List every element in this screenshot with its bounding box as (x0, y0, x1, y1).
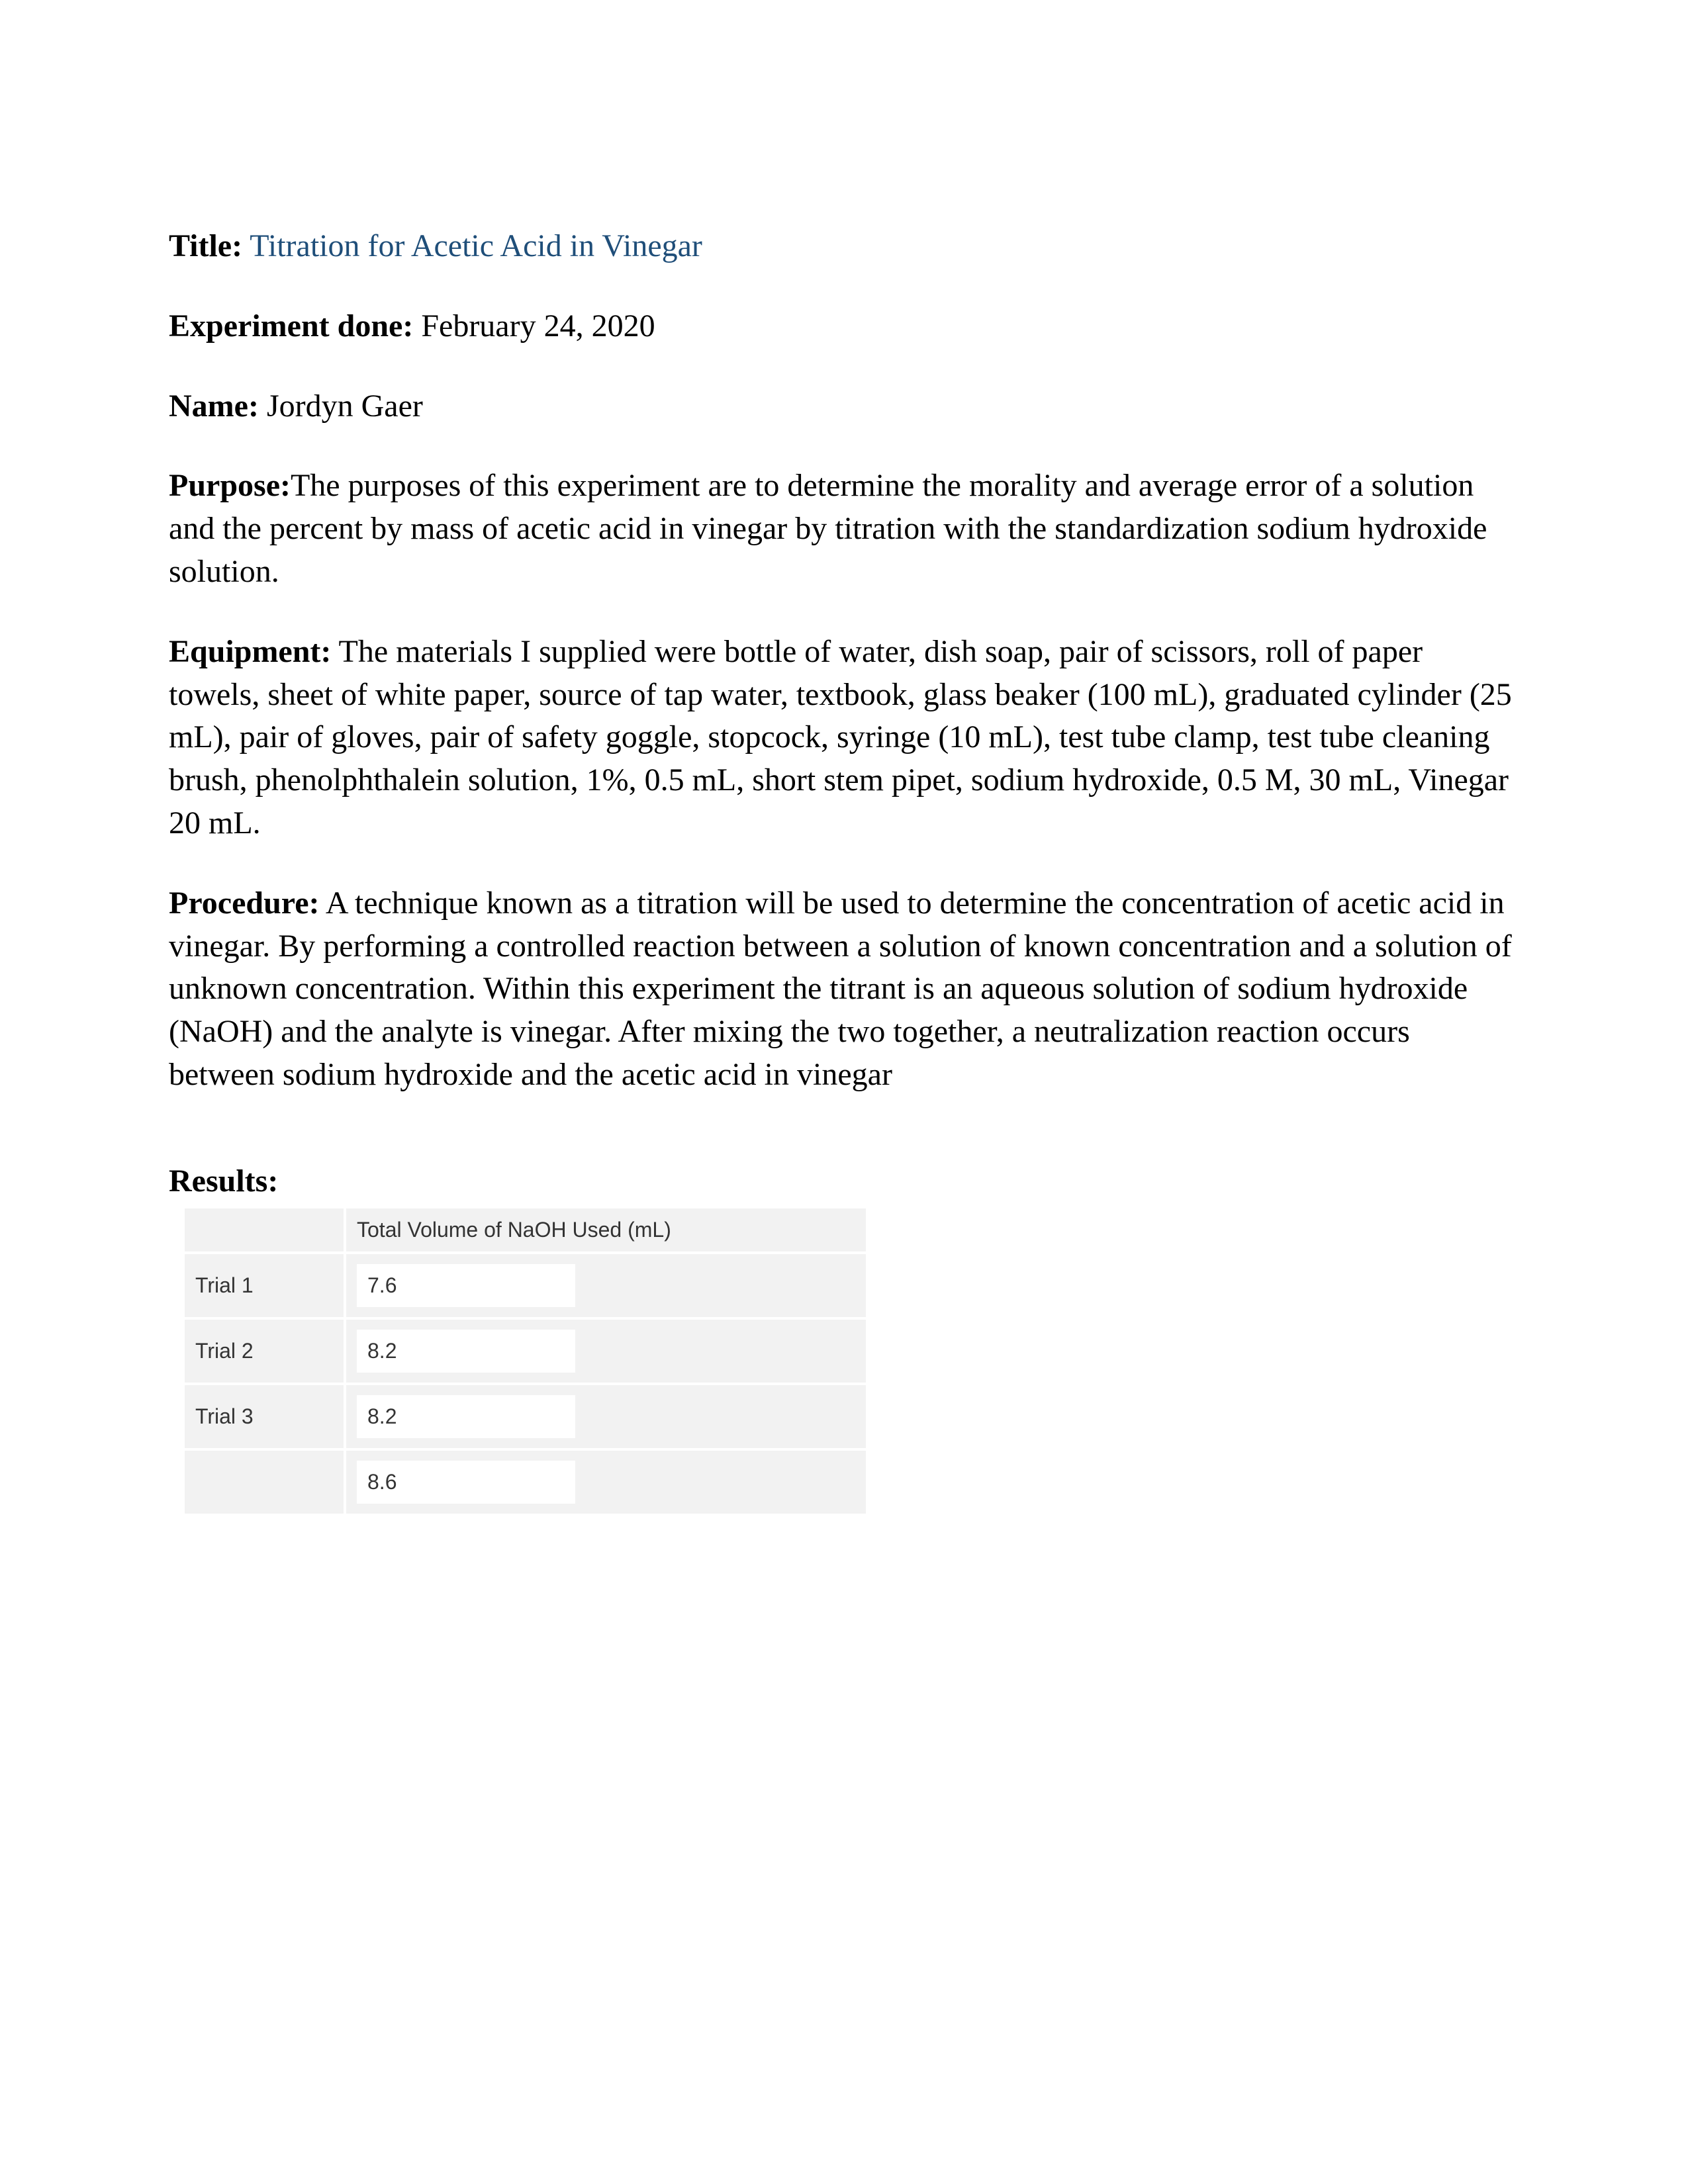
table-row: Trial 1 7.6 (185, 1254, 866, 1317)
trial-3-value[interactable]: 8.2 (357, 1395, 575, 1438)
trial-2-label: Trial 2 (185, 1320, 344, 1383)
table-header-volume: Total Volume of NaOH Used (mL) (346, 1208, 866, 1251)
experiment-done-value: February 24, 2020 (421, 308, 655, 343)
name-label: Name: (169, 388, 259, 424)
table-row: Trial 2 8.2 (185, 1320, 866, 1383)
trial-1-value[interactable]: 7.6 (357, 1264, 575, 1307)
results-heading: Results: (169, 1163, 1519, 1199)
results-table: Total Volume of NaOH Used (mL) Trial 1 7… (182, 1206, 868, 1516)
purpose-paragraph: Purpose:The purposes of this experiment … (169, 465, 1519, 593)
trial-1-value-cell: 7.6 (346, 1254, 866, 1317)
trial-1-label: Trial 1 (185, 1254, 344, 1317)
table-row: Trial 3 8.2 (185, 1385, 866, 1448)
trial-2-value[interactable]: 8.2 (357, 1330, 575, 1373)
trial-3-label: Trial 3 (185, 1385, 344, 1448)
title-line: Title: Titration for Acetic Acid in Vine… (169, 225, 1519, 268)
trial-4-label (185, 1451, 344, 1514)
name-value: Jordyn Gaer (267, 388, 423, 424)
purpose-text: The purposes of this experiment are to d… (169, 468, 1487, 589)
trial-4-value-cell: 8.6 (346, 1451, 866, 1514)
title-label: Title: (169, 228, 242, 263)
name-line: Name: Jordyn Gaer (169, 385, 1519, 428)
equipment-text: The materials I supplied were bottle of … (169, 634, 1512, 841)
procedure-text: A technique known as a titration will be… (169, 886, 1512, 1092)
trial-4-value[interactable]: 8.6 (357, 1461, 575, 1504)
trial-3-value-cell: 8.2 (346, 1385, 866, 1448)
table-header-row: Total Volume of NaOH Used (mL) (185, 1208, 866, 1251)
procedure-paragraph: Procedure: A technique known as a titrat… (169, 882, 1519, 1097)
table-row: 8.6 (185, 1451, 866, 1514)
trial-2-value-cell: 8.2 (346, 1320, 866, 1383)
experiment-done-label: Experiment done: (169, 308, 413, 343)
equipment-label: Equipment: (169, 634, 331, 669)
experiment-done-line: Experiment done: February 24, 2020 (169, 305, 1519, 348)
procedure-label: Procedure: (169, 886, 319, 921)
table-header-blank (185, 1208, 344, 1251)
title-value: Titration for Acetic Acid in Vinegar (250, 228, 702, 263)
purpose-label: Purpose: (169, 468, 291, 503)
equipment-paragraph: Equipment: The materials I supplied were… (169, 631, 1519, 845)
